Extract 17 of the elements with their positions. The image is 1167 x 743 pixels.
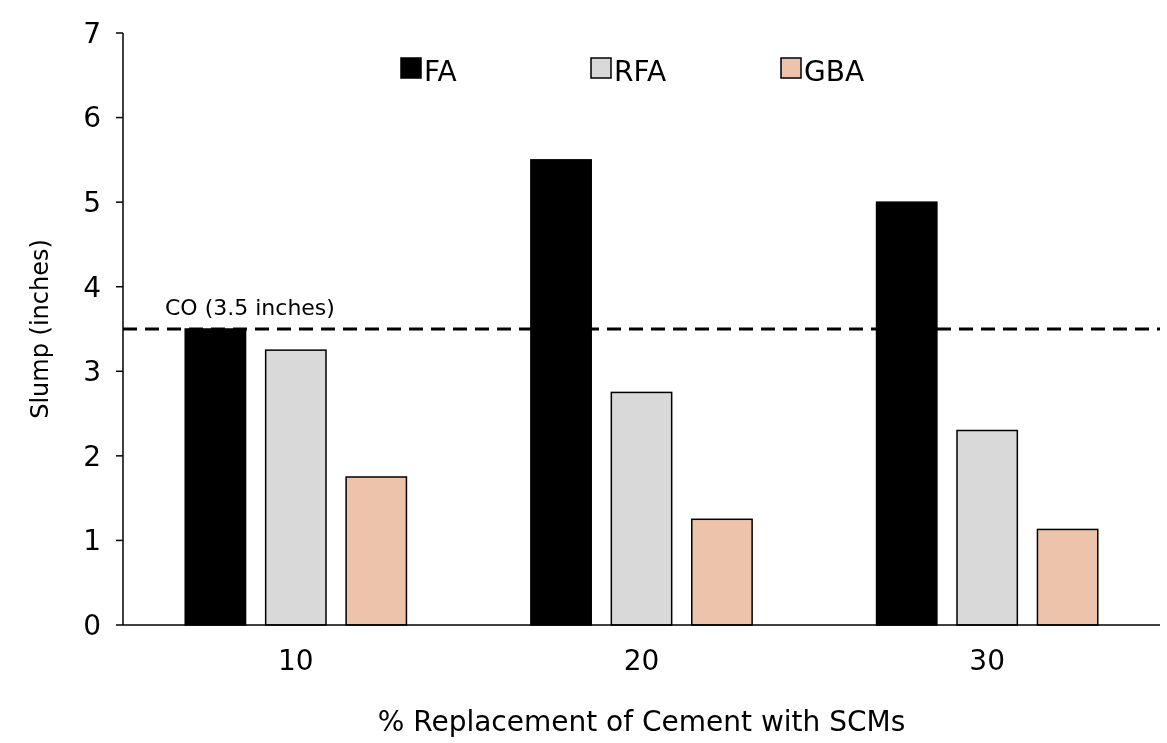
y-tick-label: 6 — [83, 101, 101, 135]
x-tick-label: 20 — [623, 644, 660, 677]
y-tick-label: 2 — [83, 439, 101, 473]
legend-label: RFA — [614, 55, 667, 89]
y-tick-label: 5 — [83, 185, 101, 219]
y-tick-label: 4 — [83, 270, 101, 304]
y-tick-label: 3 — [83, 355, 101, 389]
ref-line-label: CO (3.5 inches) — [165, 295, 335, 320]
x-axis-title: % Replacement of Cement with SCMs — [377, 705, 906, 738]
y-axis-title: Slump (inches) — [26, 239, 54, 419]
legend-label: FA — [424, 55, 457, 89]
x-tick-label: 30 — [969, 644, 1005, 677]
legend-label: GBA — [804, 55, 865, 89]
y-tick-label: 1 — [83, 524, 101, 558]
y-tick-label: 0 — [83, 608, 101, 642]
x-tick-label: 10 — [278, 644, 314, 677]
y-tick-label: 7 — [83, 16, 101, 50]
